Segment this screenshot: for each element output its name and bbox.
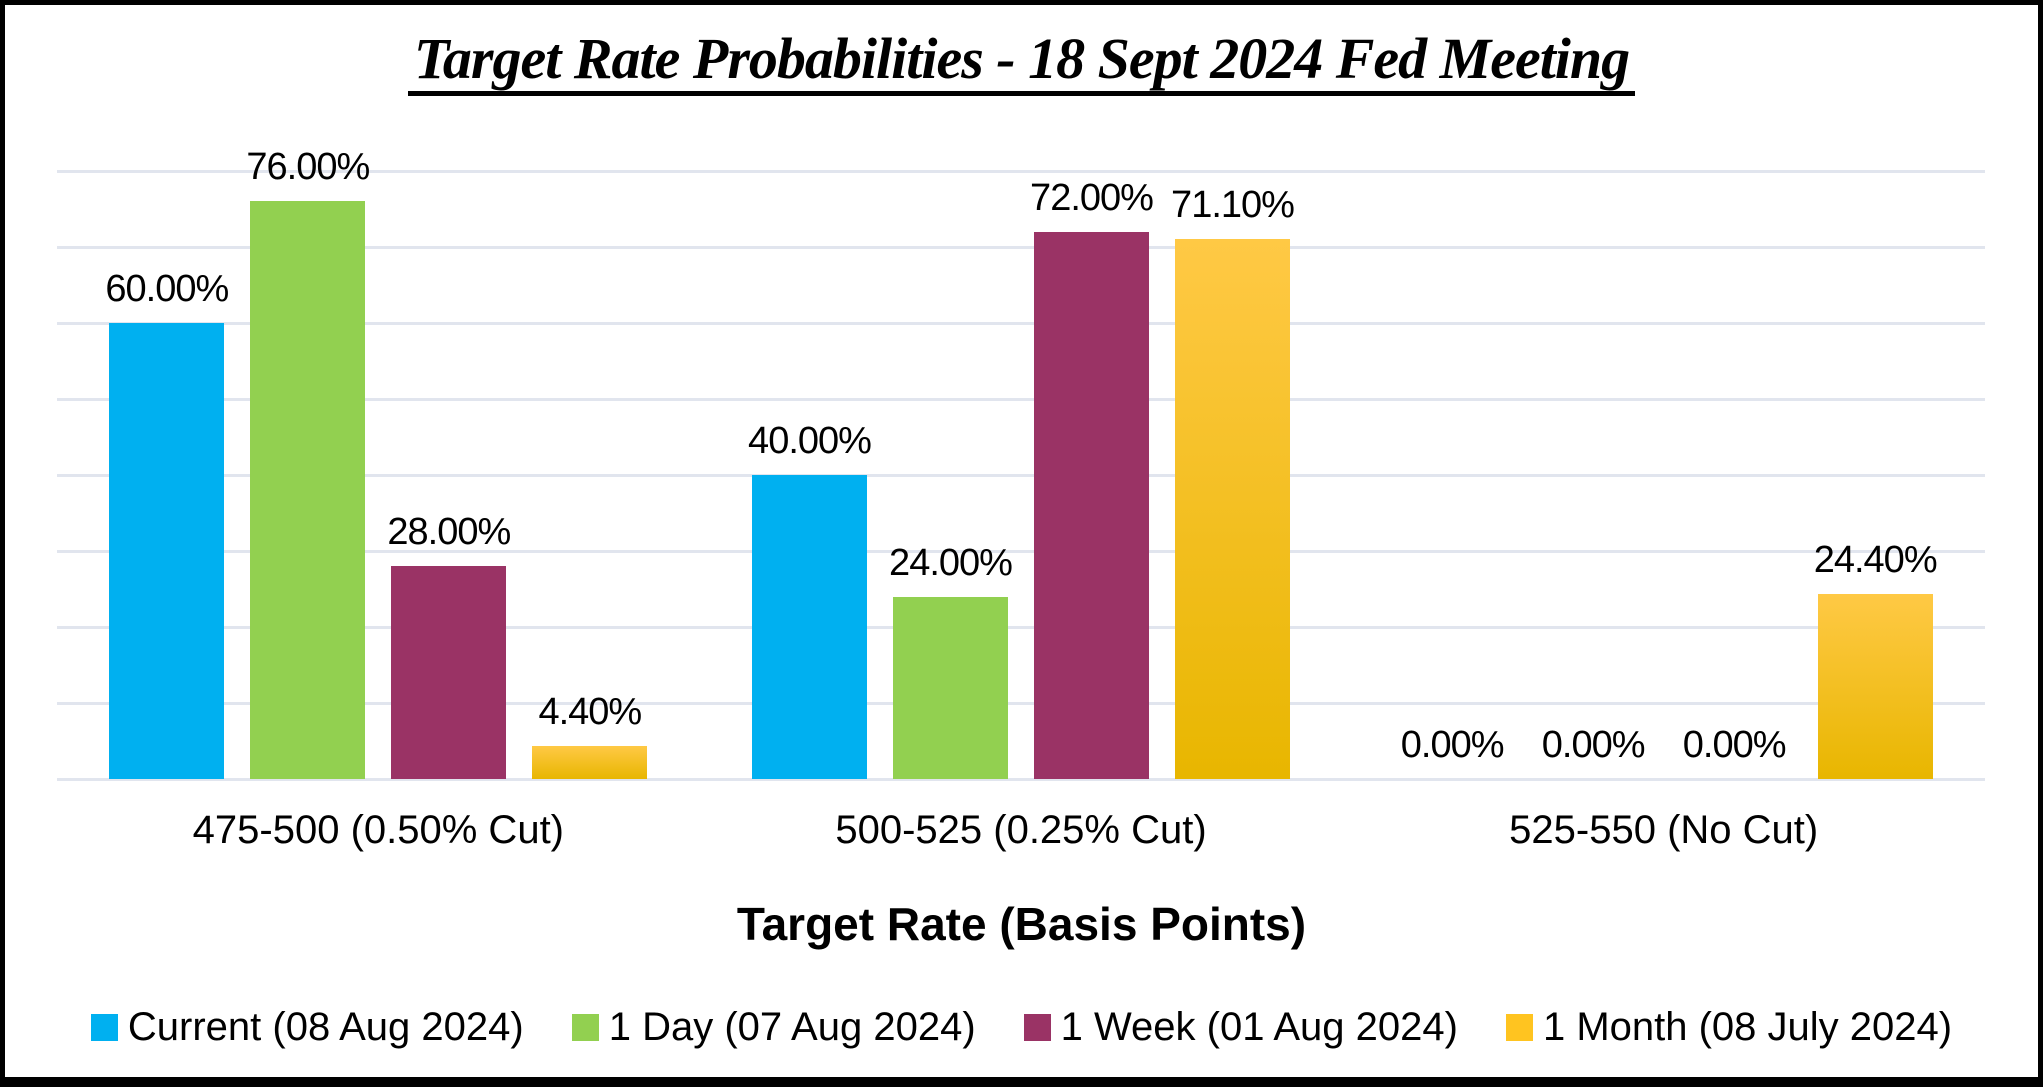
x-axis-title: Target Rate (Basis Points): [736, 898, 1307, 950]
legend-item: 1 Week (01 Aug 2024): [1023, 1003, 1458, 1051]
category-label: 525-550 (No Cut): [1509, 808, 1819, 852]
bar: 24.40%: [1814, 539, 1938, 779]
data-label: 72.00%: [1030, 176, 1154, 219]
data-label: 24.00%: [889, 541, 1013, 584]
data-label: 24.40%: [1813, 538, 1938, 581]
bar: 60.00%: [105, 268, 229, 779]
legend-label: 1 Month (08 July 2024): [1542, 1005, 1953, 1049]
legend-item: 1 Day (07 Aug 2024): [571, 1003, 976, 1051]
legend-label: 1 Day (07 Aug 2024): [608, 1005, 976, 1049]
data-label: 40.00%: [748, 420, 872, 462]
data-label: 0.00%: [1541, 724, 1646, 766]
legend-label: 1 Week (01 Aug 2024): [1060, 1005, 1458, 1049]
category-axis: 475-500 (0.50% Cut) 500-525 (0.25% Cut) 52…: [57, 805, 1985, 855]
bar-groups: 60.00% 76.00% 28.00% 4.40% 40.00% 24.00% 72.00…: [57, 146, 1985, 779]
gridline: [57, 169, 1985, 173]
data-label: 0.00%: [1682, 724, 1787, 766]
bar: 76.00%: [246, 146, 370, 779]
legend: Current (08 Aug 2024) 1 Day (07 Aug 2024)…: [5, 1003, 2038, 1051]
bar-group: 60.00% 76.00% 28.00% 4.40%: [57, 146, 700, 779]
data-label: 60.00%: [105, 268, 229, 310]
title-row: Target Rate Probabilities - 18 Sept 2024…: [5, 29, 2038, 96]
bar: 71.10%: [1171, 184, 1295, 779]
bar: 28.00%: [387, 511, 511, 779]
gridline: [57, 777, 1985, 781]
gridline: [57, 701, 1985, 705]
data-label: 76.00%: [246, 146, 370, 189]
chart-title: Target Rate Probabilities - 18 Sept 2024…: [407, 29, 1636, 96]
legend-label: Current (08 Aug 2024): [127, 1005, 524, 1049]
legend-swatch-icon: [1505, 1013, 1533, 1041]
gridline: [57, 473, 1985, 477]
bar: 24.00%: [889, 542, 1013, 779]
gridline: [57, 549, 1985, 553]
data-label: 71.10%: [1171, 183, 1295, 226]
bar: 72.00%: [1030, 177, 1154, 779]
data-label: 4.40%: [538, 690, 642, 733]
category-label: 475-500 (0.50% Cut): [192, 808, 564, 852]
gridline: [57, 245, 1985, 249]
category-label: 500-525 (0.25% Cut): [835, 808, 1207, 852]
legend-item: Current (08 Aug 2024): [90, 1003, 524, 1051]
bar-group: 0.00% 0.00% 0.00% 24.40%: [1342, 171, 1985, 779]
gridline: [57, 625, 1985, 629]
data-label: 28.00%: [387, 511, 511, 554]
data-label: 0.00%: [1400, 724, 1505, 766]
legend-swatch-icon: [90, 1013, 118, 1041]
bar: 4.40%: [532, 691, 648, 779]
legend-swatch-icon: [1023, 1013, 1051, 1041]
gridline: [57, 397, 1985, 401]
plot-area: 60.00% 76.00% 28.00% 4.40% 40.00% 24.00% 72.00…: [57, 146, 1985, 781]
bar-group: 40.00% 24.00% 72.00% 71.10%: [700, 171, 1343, 779]
legend-item: 1 Month (08 July 2024): [1505, 1003, 1953, 1051]
legend-swatch-icon: [571, 1013, 599, 1041]
gridline: [57, 321, 1985, 325]
bar: 40.00%: [748, 420, 872, 779]
